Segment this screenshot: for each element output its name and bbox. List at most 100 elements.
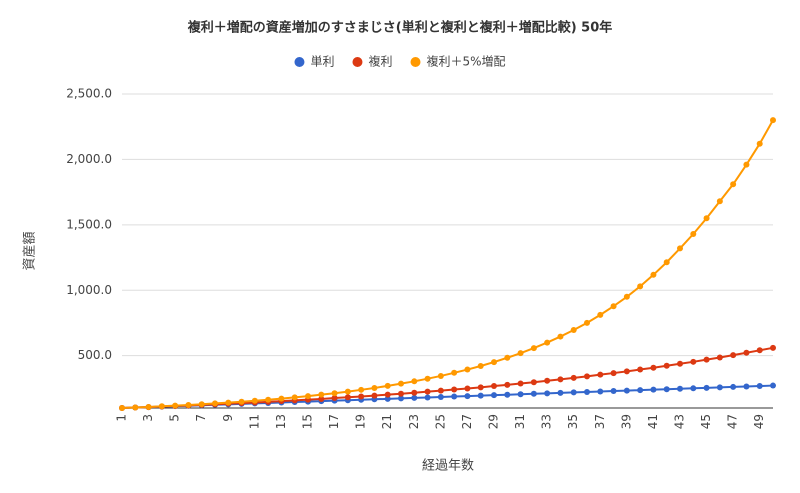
data-point [703,356,710,363]
data-point [504,391,511,398]
data-point [464,366,471,373]
data-point [690,230,697,237]
data-point [716,198,723,205]
data-point [344,388,351,395]
x-tick-label: 33 [540,414,554,429]
data-point [424,388,431,395]
data-point [610,388,617,395]
data-point [318,395,325,402]
x-tick-label: 39 [619,414,633,429]
data-point [597,371,604,378]
data-point [437,372,444,379]
data-point [530,390,537,397]
data-point [384,395,391,402]
data-point [398,380,404,387]
data-point [690,385,697,392]
data-point [384,391,391,398]
x-tick-label: 7 [194,414,208,422]
data-point [424,394,431,401]
data-point [544,377,551,384]
y-tick-label: 1,000.0 [66,283,112,297]
legend-marker [294,57,305,67]
data-point [703,384,710,391]
legend-marker [352,57,363,67]
data-point [158,403,165,410]
data-point [703,215,710,222]
y-tick-label: 1,500.0 [66,217,112,231]
data-point [557,389,564,396]
data-point [331,390,338,397]
data-point [650,271,657,278]
x-tick-label: 47 [726,414,740,429]
data-point [318,391,325,398]
data-point [305,393,311,400]
data-point [756,347,763,354]
data-point [477,363,484,370]
data-point [278,395,285,402]
x-tick-label: 27 [460,414,474,429]
data-point [597,388,604,395]
y-axis-title: 資産額 [22,231,38,270]
data-point [650,386,657,393]
data-point [730,383,737,390]
data-point [424,375,431,382]
data-point [756,140,763,147]
x-tick-label: 49 [752,414,766,429]
data-point [477,384,484,391]
data-point [451,369,458,376]
data-point [557,333,564,340]
data-point [530,379,537,386]
data-point [677,360,683,367]
legend-marker [410,57,421,67]
x-tick-label: 41 [646,414,660,429]
data-point [358,386,365,393]
legend-label: 複利 [368,54,392,69]
x-tick-label: 35 [566,414,580,429]
x-tick-label: 45 [699,414,713,429]
data-point [198,401,205,408]
x-tick-label: 3 [141,414,155,422]
data-point [265,396,272,403]
data-point [677,245,683,252]
data-point [411,389,418,396]
data-point [331,395,338,402]
data-point [690,358,697,365]
legend-label: 複利＋5%増配 [426,54,505,69]
data-point [610,370,617,377]
data-point [756,383,763,390]
data-point [464,385,471,392]
x-tick-label: 13 [274,414,288,429]
data-point [371,392,378,399]
data-point [570,374,577,381]
x-tick-label: 11 [247,414,261,429]
data-point [770,344,776,351]
data-point [770,117,776,124]
x-tick-label: 5 [168,414,182,422]
data-point [584,319,590,326]
data-point [132,404,139,411]
x-tick-label: 19 [354,414,368,429]
data-point [610,303,617,310]
data-point [716,354,723,361]
series-line [121,346,774,409]
data-point [517,380,524,387]
data-point [398,390,404,397]
data-point [557,376,564,383]
legend-label: 単利 [310,55,334,69]
data-point [623,387,630,394]
x-axis-title: 経過年数 [422,459,474,474]
data-point [451,393,458,400]
data-point [570,327,577,334]
data-point [743,349,750,356]
x-tick-label: 1 [115,414,129,422]
data-point [172,402,179,409]
x-tick-label: 23 [407,414,421,429]
data-point [517,350,524,357]
data-point [119,405,125,411]
data-point [650,364,657,371]
data-point [663,259,670,266]
x-tick-label: 15 [301,414,315,429]
x-tick-label: 21 [380,414,394,429]
data-point [584,373,590,380]
